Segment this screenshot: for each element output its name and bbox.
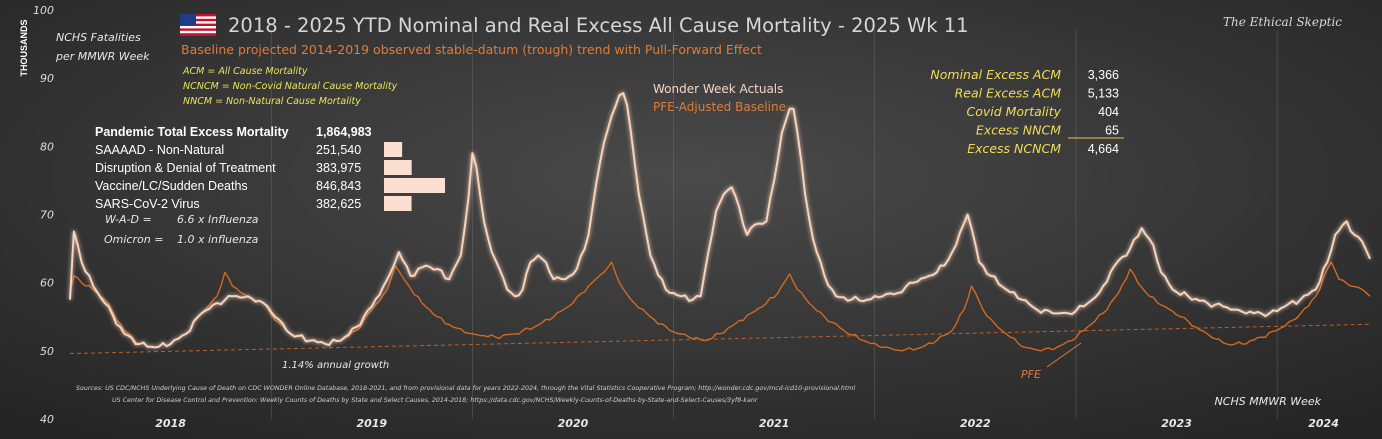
chart-subtitle: Baseline projected 2014-2019 observed st… [181,42,762,57]
note-omicron-label: Omicron = [104,233,163,246]
y-axis-label: THOUSANDS [19,19,29,76]
sources-line2: US Center for Disease Control and Preven… [112,396,758,404]
x-axis-label: NCHS MMWR Week [1215,395,1322,408]
brand-label: The Ethical Skeptic [1223,15,1342,29]
pfe-pointer-line [1046,342,1082,368]
y-axis-note-line1: NCHS Fatalities [56,31,141,44]
y-tick-label: 80 [40,140,54,153]
summary-stat-label: Real Excess ACM [955,86,1062,101]
definition-nncm: NNCM = Non-Natural Cause Mortality [183,96,361,107]
summary-stat-value: 4,664 [1088,142,1119,156]
pandemic-row-value: 846,843 [316,179,361,193]
y-tick-label: 60 [40,277,54,290]
us-flag-icon [180,14,216,36]
y-axis-note-line2: per MMWR Week [55,50,150,63]
pandemic-row-bar [384,178,445,193]
pandemic-row-value: 382,625 [316,197,361,211]
pandemic-row-label: SAAAAD - Non-Natural [95,143,224,157]
year-label: 2021 [759,417,790,430]
summary-stat-label: Covid Mortality [966,104,1061,119]
year-label: 2019 [356,417,387,430]
x-axis-year-labels: 20182019202020212022202320242025 [155,417,1339,430]
legend-baseline-label: PFE-Adjusted Baseline [653,100,786,114]
year-label: 2020 [558,417,589,430]
definition-acm: ACM = All Cause Mortality [182,66,308,77]
y-tick-label: 70 [40,209,54,222]
pandemic-table-header-value: 1,864,983 [316,125,372,139]
summary-stat-label: Excess NCNCM [967,141,1061,156]
pfe-annotation: PFE [1021,368,1041,381]
summary-stats: Nominal Excess ACM 3,366 Real Excess ACM 5,… [930,67,1119,156]
y-tick-label: 100 [33,4,54,17]
wonder-actuals-line [69,92,1371,349]
pandemic-row-bar [384,196,412,211]
year-dividers [270,30,1278,419]
chart-title: 2018 - 2025 YTD Nominal and Real Excess … [228,14,969,37]
note-wad-label: W-A-D = [105,213,152,226]
pandemic-row-bar [384,142,403,157]
year-label: 2018 [155,417,186,430]
definition-ncncm: NCNCM = Non-Covid Natural Cause Mortalit… [183,81,398,92]
year-label: 2022 [960,417,991,430]
sources-line1: Sources: US CDC/NCHS Underlying Cause of… [76,384,855,392]
summary-stat-value: 404 [1098,105,1119,119]
y-tick-label: 90 [40,72,54,85]
pandemic-table-rows: SAAAAD - Non-Natural 251,540 Disruption & … [95,142,445,211]
growth-annotation: 1.14% annual growth [282,360,389,371]
pandemic-row-value: 251,540 [316,143,361,157]
pandemic-row-label: Vaccine/LC/Sudden Deaths [95,179,248,193]
summary-stat-label: Nominal Excess ACM [930,67,1061,82]
y-tick-label: 50 [40,345,54,358]
legend-actuals-label: Wonder Week Actuals [653,82,783,96]
year-label: 2024 [1308,417,1339,430]
summary-stat-label: Excess NNCM [976,123,1061,138]
y-axis-ticks: 40 50 60 70 80 90 100 [33,4,54,426]
year-label: 2023 [1161,417,1192,430]
pandemic-row-label: SARS-CoV-2 Virus [95,197,200,211]
summary-stat-value: 65 [1105,124,1119,138]
note-wad-value: 6.6 x Influenza [177,213,259,226]
pandemic-row-value: 383,975 [316,161,361,175]
summary-stat-value: 3,366 [1088,68,1119,82]
y-tick-label: 40 [40,413,54,426]
summary-stat-value: 5,133 [1088,87,1119,101]
note-omicron-value: 1.0 x influenza [177,233,259,246]
pandemic-table-header-label: Pandemic Total Excess Mortality [95,125,289,139]
pandemic-row-bar [384,160,412,175]
pandemic-row-label: Disruption & Denial of Treatment [95,161,276,175]
